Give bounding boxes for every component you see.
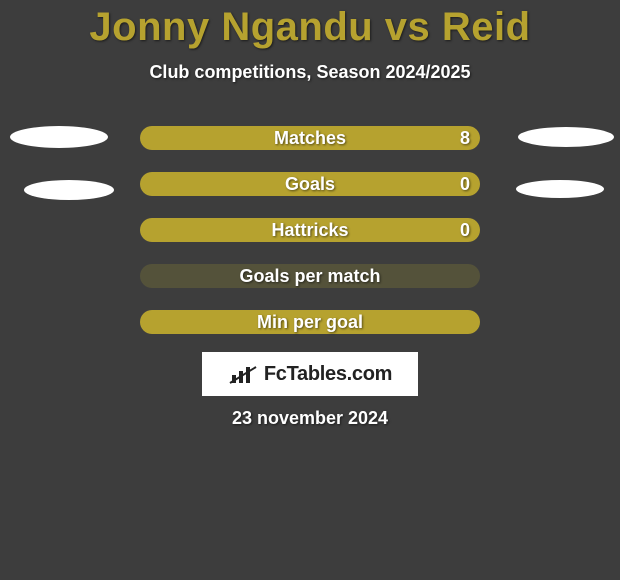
stat-value-right: 0 <box>460 172 470 196</box>
stat-row: Matches8 <box>0 126 620 150</box>
stat-bar <box>140 126 480 150</box>
generated-date: 23 november 2024 <box>0 408 620 429</box>
stat-value-right: 8 <box>460 126 470 150</box>
stat-row: Goals per match <box>0 264 620 288</box>
stat-bar <box>140 310 480 334</box>
stat-rows: Matches8 Goals0 Hattricks0 Goals per match M… <box>0 126 620 356</box>
logo-text: FcTables.com <box>264 363 392 386</box>
stat-value-right: 0 <box>460 218 470 242</box>
stat-row: Goals0 <box>0 172 620 196</box>
page-title: Jonny Ngandu vs Reid <box>0 5 620 50</box>
stat-bar <box>140 172 480 196</box>
stat-row: Hattricks0 <box>0 218 620 242</box>
stat-bar <box>140 264 480 288</box>
comparison-infographic: Jonny Ngandu vs Reid Club competitions, … <box>0 0 620 580</box>
bars-icon <box>228 363 258 385</box>
stat-bar <box>140 218 480 242</box>
logo-box: FcTables.com <box>202 352 418 396</box>
subtitle: Club competitions, Season 2024/2025 <box>0 62 620 83</box>
stat-row: Min per goal <box>0 310 620 334</box>
